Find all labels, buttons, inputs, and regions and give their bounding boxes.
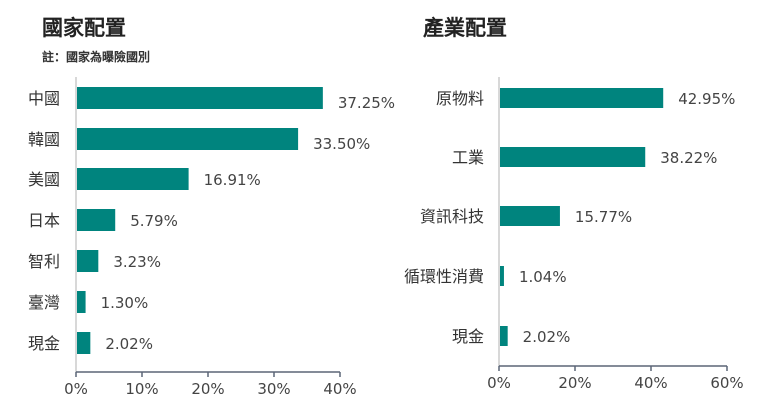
chart-subtitle: 註：國家為曝險國別 [42,49,150,64]
data-label: 42.95% [678,90,735,108]
x-tick-label: 10% [125,380,158,398]
data-label: 15.77% [575,208,632,226]
x-tick-label: 20% [191,380,224,398]
category-label: 美國 [28,170,60,189]
x-tick-label: 40% [634,374,667,392]
bar [500,88,664,108]
x-tick-label: 0% [487,374,511,392]
bar [77,87,323,109]
category-label: 日本 [28,211,60,230]
category-label: 中國 [28,89,60,108]
x-tick-label: 30% [257,380,290,398]
category-label: 現金 [28,334,60,353]
data-label: 1.30% [101,294,149,312]
category-label: 韓國 [28,130,60,149]
bar [77,332,91,354]
category-label: 工業 [452,148,484,167]
bar [77,209,116,231]
chart-title: 產業配置 [423,16,507,40]
x-tick-label: 60% [710,374,743,392]
bar [500,266,504,286]
data-label: 3.23% [113,253,161,271]
category-label: 臺灣 [28,293,60,312]
data-label: 5.79% [130,212,178,230]
bar [77,168,189,190]
data-label: 2.02% [105,335,153,353]
data-label: 37.25% [338,94,395,112]
bar [500,147,646,167]
chart-title: 國家配置 [42,16,126,40]
data-label: 16.91% [204,171,261,189]
data-label: 1.04% [519,268,567,286]
bar [77,250,99,272]
category-label: 現金 [452,327,484,346]
bar [500,206,560,226]
category-label: 資訊科技 [420,207,484,226]
bar [500,326,508,346]
data-label: 33.50% [313,135,370,153]
category-label: 原物料 [436,89,484,108]
data-label: 2.02% [523,328,571,346]
bar [77,291,86,313]
bar [77,128,299,150]
x-tick-label: 20% [558,374,591,392]
x-tick-label: 40% [323,380,356,398]
data-label: 38.22% [660,149,717,167]
x-tick-label: 0% [64,380,88,398]
category-label: 循環性消費 [404,267,484,286]
category-label: 智利 [28,252,60,271]
